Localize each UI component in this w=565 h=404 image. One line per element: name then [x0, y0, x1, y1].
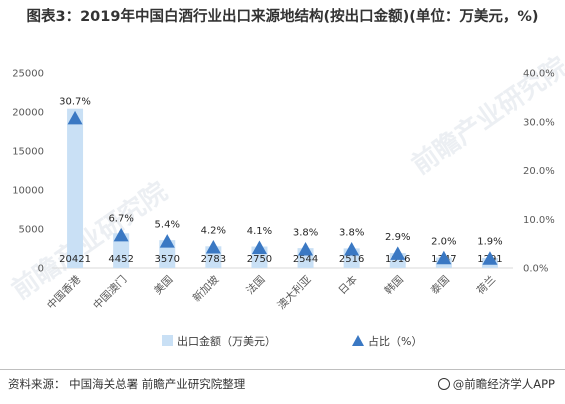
share-marker	[159, 234, 175, 248]
share-marker	[205, 240, 221, 254]
bar-value-label: 2750	[247, 254, 272, 265]
y-right-tick-label: 10.0%	[523, 215, 555, 226]
category-label: 日本	[336, 273, 360, 297]
brand-logo-icon	[437, 378, 450, 390]
category-label: 美国	[151, 273, 175, 297]
share-value-label: 5.4%	[155, 220, 180, 231]
share-value-label: 4.2%	[201, 226, 226, 237]
legend-swatch-bar	[162, 335, 173, 346]
category-label: 法国	[244, 273, 268, 297]
bar-value-label: 4452	[108, 254, 133, 265]
share-value-label: 6.7%	[108, 213, 133, 224]
category-label: 韩国	[382, 273, 406, 297]
y-right-tick-label: 40.0%	[523, 69, 555, 80]
bar-value-label: 3570	[155, 254, 180, 265]
category-label: 中国澳门	[90, 273, 129, 312]
share-marker	[113, 227, 129, 242]
share-value-label: 2.9%	[385, 232, 410, 243]
bar-value-label: 2783	[201, 254, 226, 265]
share-value-label: 30.7%	[59, 96, 91, 107]
category-label: 荷兰	[474, 273, 498, 297]
share-value-label: 1.9%	[477, 237, 502, 248]
y-left-tick-label: 15000	[12, 147, 44, 158]
category-label: 泰国	[428, 273, 452, 297]
brand-text: @前瞻经济学人APP	[452, 377, 555, 391]
category-label: 澳大利亚	[275, 273, 314, 312]
y-left-tick-label: 0	[38, 264, 44, 275]
category-label: 新加坡	[190, 273, 222, 305]
legend-swatch-marker	[352, 335, 364, 346]
y-left-tick-label: 20000	[12, 108, 44, 119]
chart-title: 图表3：2019年中国白酒行业出口来源地结构(按出口金额)(单位：万美元，%)	[26, 9, 539, 25]
brand-credit: @前瞻经济学人APP	[437, 376, 555, 392]
y-right-tick-label: 0.0%	[523, 264, 548, 275]
bar-value-label: 2516	[339, 254, 364, 265]
share-value-label: 2.0%	[431, 236, 456, 247]
share-marker	[482, 251, 498, 265]
bar-value-label: 20421	[59, 254, 91, 265]
y-left-tick-label: 5000	[19, 225, 44, 236]
share-value-label: 3.8%	[339, 227, 364, 238]
share-marker	[436, 250, 452, 265]
bar-export-value	[67, 108, 84, 268]
share-value-label: 4.1%	[247, 226, 272, 237]
y-left-tick-label: 10000	[12, 186, 44, 197]
share-marker	[344, 241, 360, 256]
y-left-tick-label: 25000	[12, 69, 44, 80]
share-marker	[67, 110, 83, 125]
source-note: 资料来源： 中国海关总署 前瞻产业研究院整理	[8, 377, 246, 391]
y-right-tick-label: 30.0%	[523, 117, 555, 128]
share-marker	[390, 246, 406, 260]
share-marker	[298, 241, 314, 256]
footer-divider	[0, 369, 565, 370]
legend-label-export: 出口金额（万美元）	[177, 334, 276, 348]
bar-value-label: 2544	[293, 254, 318, 265]
bar-export-value	[113, 233, 130, 268]
y-right-tick-label: 20.0%	[523, 166, 555, 177]
legend-label-share: 占比（%）	[368, 334, 422, 348]
share-value-label: 3.8%	[293, 227, 318, 238]
share-marker	[251, 240, 267, 255]
